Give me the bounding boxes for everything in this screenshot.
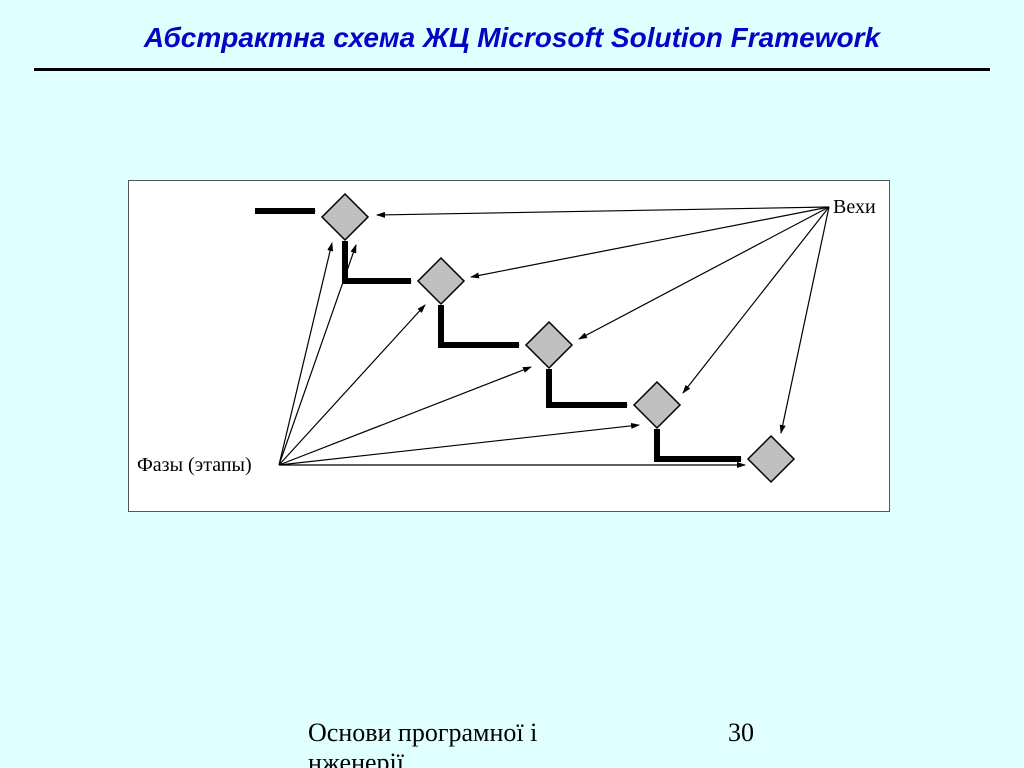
phase-edge	[549, 369, 627, 405]
milestone-node	[526, 322, 572, 368]
page-number: 30	[728, 718, 754, 748]
milestone-node	[322, 194, 368, 240]
footer-line1: Основи програмної і	[308, 718, 537, 747]
slide: Абстрактна схема ЖЦ Microsoft Solution F…	[0, 0, 1024, 768]
edge	[279, 305, 425, 465]
edge	[279, 243, 332, 465]
phase-edge	[441, 305, 519, 345]
diagram-container: Вехи Фазы (этапы)	[128, 180, 890, 512]
milestone-node	[748, 436, 794, 482]
edge	[471, 207, 829, 277]
footer-line2: нженерії	[308, 748, 404, 768]
diagram-label: Вехи	[833, 196, 876, 218]
edge	[279, 425, 639, 465]
milestone-node	[634, 382, 680, 428]
edge	[683, 207, 829, 393]
phase-edge	[657, 429, 741, 459]
diagram-label: Фазы (этапы)	[137, 454, 252, 476]
title-underline	[34, 68, 990, 71]
edge	[377, 207, 829, 215]
edge	[579, 207, 829, 339]
slide-title: Абстрактна схема ЖЦ Microsoft Solution F…	[0, 22, 1024, 54]
milestone-node	[418, 258, 464, 304]
footer-caption: Основи програмної і нженерії	[308, 718, 537, 768]
edge	[781, 207, 829, 433]
edge	[279, 367, 531, 465]
diagram-svg: Вехи Фазы (этапы)	[129, 181, 889, 511]
